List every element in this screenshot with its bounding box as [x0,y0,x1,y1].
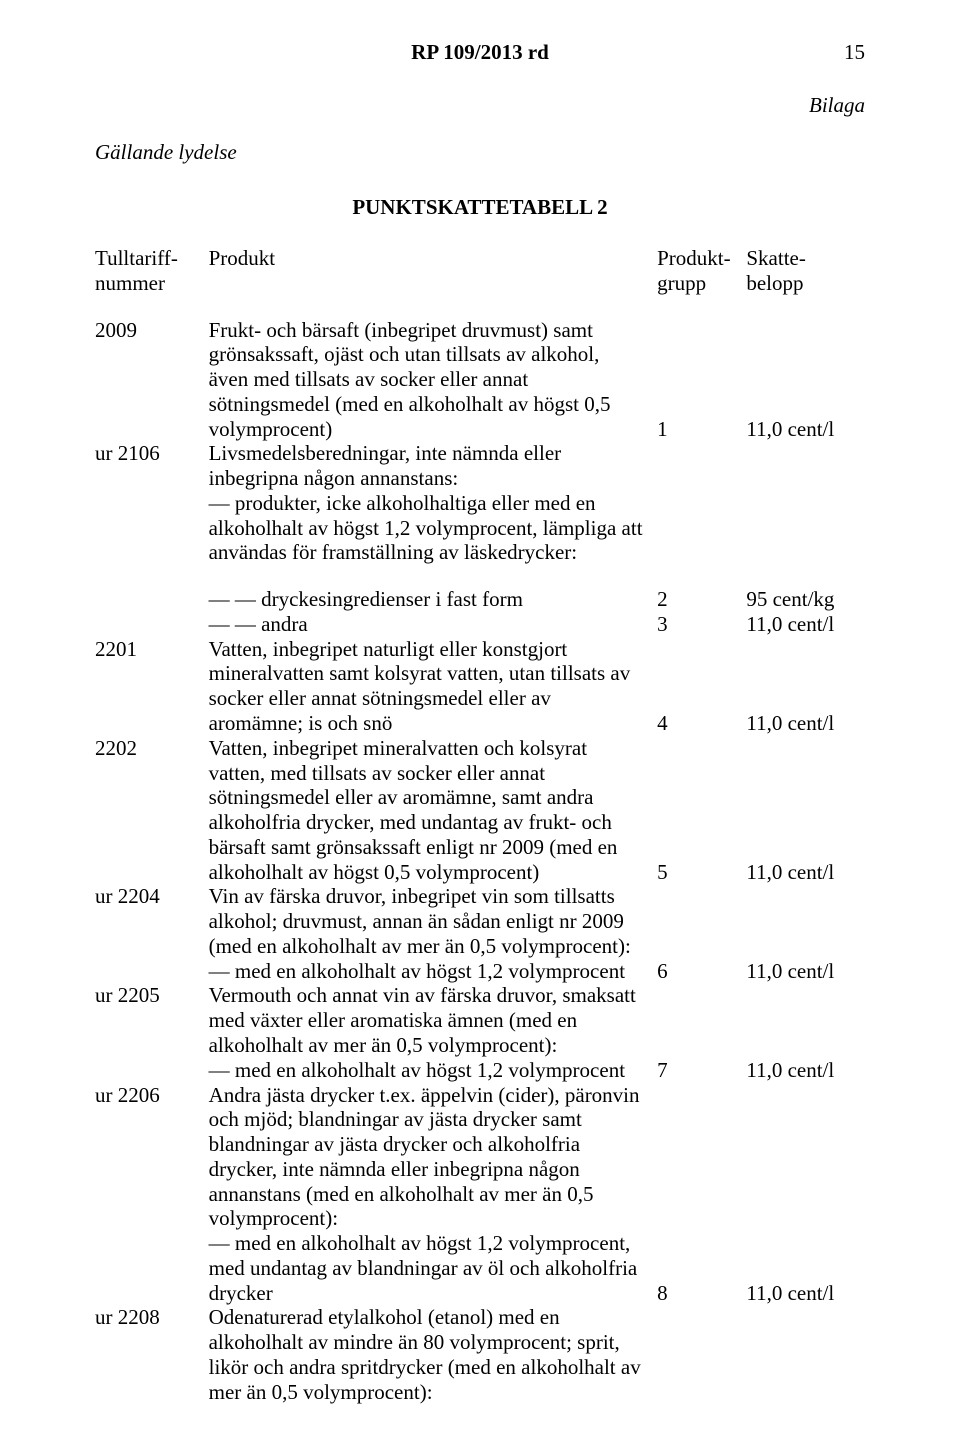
th-tariff: Tulltariff- nummer [95,246,209,318]
product-group: 3 [653,612,746,637]
page-number: 15 [844,40,865,65]
th-amount: Skatte- belopp [746,246,865,318]
product-desc: Vermouth och annat vin av färska druvor,… [209,983,653,1082]
product-desc: Odenaturerad etylalkohol (etanol) med en… [209,1305,653,1404]
document-page: RP 109/2013 rd 15 Bilaga Gällande lydels… [0,0,960,1444]
tax-amount: 11,0 cent/l [746,318,865,442]
tariff-code: ur 2208 [95,1305,209,1404]
tariff-code: 2201 [95,637,209,736]
tax-amount: 11,0 cent/l [746,637,865,736]
product-group: 2 [653,587,746,612]
product-desc: Frukt- och bärsaft (inbegripet druvmust)… [209,318,653,442]
current-wording-label: Gällande lydelse [95,140,865,165]
th-group: Produkt- grupp [653,246,746,318]
page-header: RP 109/2013 rd 15 [95,40,865,65]
product-group: 6 [653,884,746,983]
tax-amount: 11,0 cent/l [746,736,865,885]
product-desc: — — dryckesingredienser i fast form [209,587,653,612]
th-product: Produkt [209,246,653,318]
tariff-code: 2009 [95,318,209,442]
spacer [95,565,865,587]
product-desc: Vatten, inbegripet naturligt eller konst… [209,637,653,736]
table-row: ur 2204 Vin av färska druvor, inbegripet… [95,884,865,983]
product-group: 4 [653,637,746,736]
product-desc: Andra jästa drycker t.ex. äppelvin (cide… [209,1083,653,1306]
tariff-code: ur 2205 [95,983,209,1082]
product-group: 1 [653,318,746,442]
product-group: 5 [653,736,746,885]
tariff-code: ur 2106 [95,441,209,565]
table-row: 2202 Vatten, inbegripet mineralvatten oc… [95,736,865,885]
table-row: ur 2206 Andra jästa drycker t.ex. äppelv… [95,1083,865,1306]
product-desc: — — andra [209,612,653,637]
table-row: — — andra 3 11,0 cent/l [95,612,865,637]
table-row: — — dryckesingredienser i fast form 2 95… [95,587,865,612]
doc-reference: RP 109/2013 rd [411,40,549,65]
tax-table: Tulltariff- nummer Produkt Produkt- grup… [95,246,865,1404]
tariff-code: ur 2206 [95,1083,209,1306]
table-header-row: Tulltariff- nummer Produkt Produkt- grup… [95,246,865,318]
table-row: ur 2106 Livsmedelsberedningar, inte nämn… [95,441,865,565]
tax-amount: 11,0 cent/l [746,884,865,983]
product-desc: Vin av färska druvor, inbegripet vin som… [209,884,653,983]
product-group: 8 [653,1083,746,1306]
tariff-code: 2202 [95,736,209,885]
product-desc: Vatten, inbegripet mineralvatten och kol… [209,736,653,885]
table-title: PUNKTSKATTETABELL 2 [95,195,865,220]
table-row: 2201 Vatten, inbegripet naturligt eller … [95,637,865,736]
table-row: ur 2205 Vermouth och annat vin av färska… [95,983,865,1082]
tax-amount: 11,0 cent/l [746,1083,865,1306]
tax-amount: 11,0 cent/l [746,983,865,1082]
tax-amount: 95 cent/kg [746,587,865,612]
table-row: ur 2208 Odenaturerad etylalkohol (etanol… [95,1305,865,1404]
annex-label: Bilaga [95,93,865,118]
table-row: 2009 Frukt- och bärsaft (inbegripet druv… [95,318,865,442]
product-desc: Livsmedelsberedningar, inte nämnda eller… [209,441,653,565]
tax-amount: 11,0 cent/l [746,612,865,637]
product-group: 7 [653,983,746,1082]
tariff-code: ur 2204 [95,884,209,983]
